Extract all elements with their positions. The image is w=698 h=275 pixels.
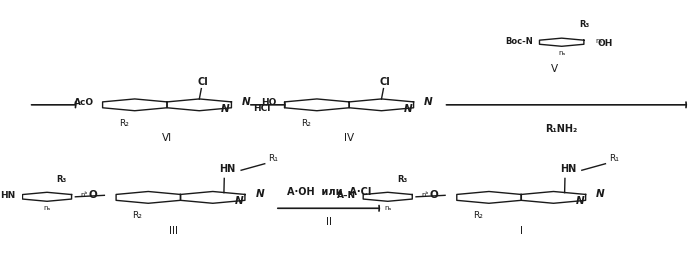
Text: R₂: R₂	[301, 119, 311, 128]
Text: R₂: R₂	[119, 119, 128, 128]
Text: R₁: R₁	[609, 154, 618, 163]
Text: nᵇ: nᵇ	[81, 192, 88, 197]
Text: II: II	[326, 217, 332, 227]
Text: IV: IV	[344, 133, 354, 143]
Text: R₁NH₂: R₁NH₂	[546, 124, 578, 134]
Text: R₂: R₂	[473, 211, 483, 221]
Text: nₐ: nₐ	[384, 205, 392, 211]
Text: nₐ: nₐ	[558, 50, 565, 56]
Text: R₃: R₃	[56, 175, 66, 184]
Text: nₐ: nₐ	[43, 205, 51, 211]
Text: HN: HN	[219, 164, 236, 174]
Text: A–N: A–N	[337, 191, 356, 200]
Text: N: N	[242, 97, 251, 107]
Text: O: O	[429, 190, 438, 200]
Text: N: N	[255, 189, 264, 199]
Text: Cl: Cl	[198, 77, 208, 87]
Text: nₙ: nₙ	[595, 38, 602, 44]
Text: R₃: R₃	[397, 175, 407, 184]
Text: AcO: AcO	[74, 98, 94, 107]
Text: VI: VI	[162, 133, 172, 143]
Text: I: I	[520, 226, 523, 235]
Text: R₃: R₃	[579, 20, 590, 29]
Text: A·OH  или  A·Cl: A·OH или A·Cl	[287, 187, 371, 197]
Text: OH: OH	[597, 39, 613, 48]
Text: N: N	[235, 196, 244, 206]
Text: N: N	[596, 189, 604, 199]
Text: HCl: HCl	[253, 104, 271, 113]
Text: N: N	[221, 104, 230, 114]
Text: R₂: R₂	[132, 211, 142, 221]
Text: III: III	[169, 226, 178, 235]
Text: R₁: R₁	[268, 154, 278, 163]
Text: V: V	[551, 64, 558, 75]
Text: N: N	[403, 104, 412, 114]
Text: HN: HN	[0, 191, 15, 200]
Text: Cl: Cl	[380, 77, 390, 87]
Text: Boc-N: Boc-N	[505, 37, 533, 46]
Text: nᵇ: nᵇ	[422, 192, 429, 197]
Text: N: N	[424, 97, 433, 107]
Text: O: O	[89, 190, 98, 200]
Text: HN: HN	[560, 164, 577, 174]
Text: HO: HO	[261, 98, 276, 107]
Text: N: N	[575, 196, 584, 206]
